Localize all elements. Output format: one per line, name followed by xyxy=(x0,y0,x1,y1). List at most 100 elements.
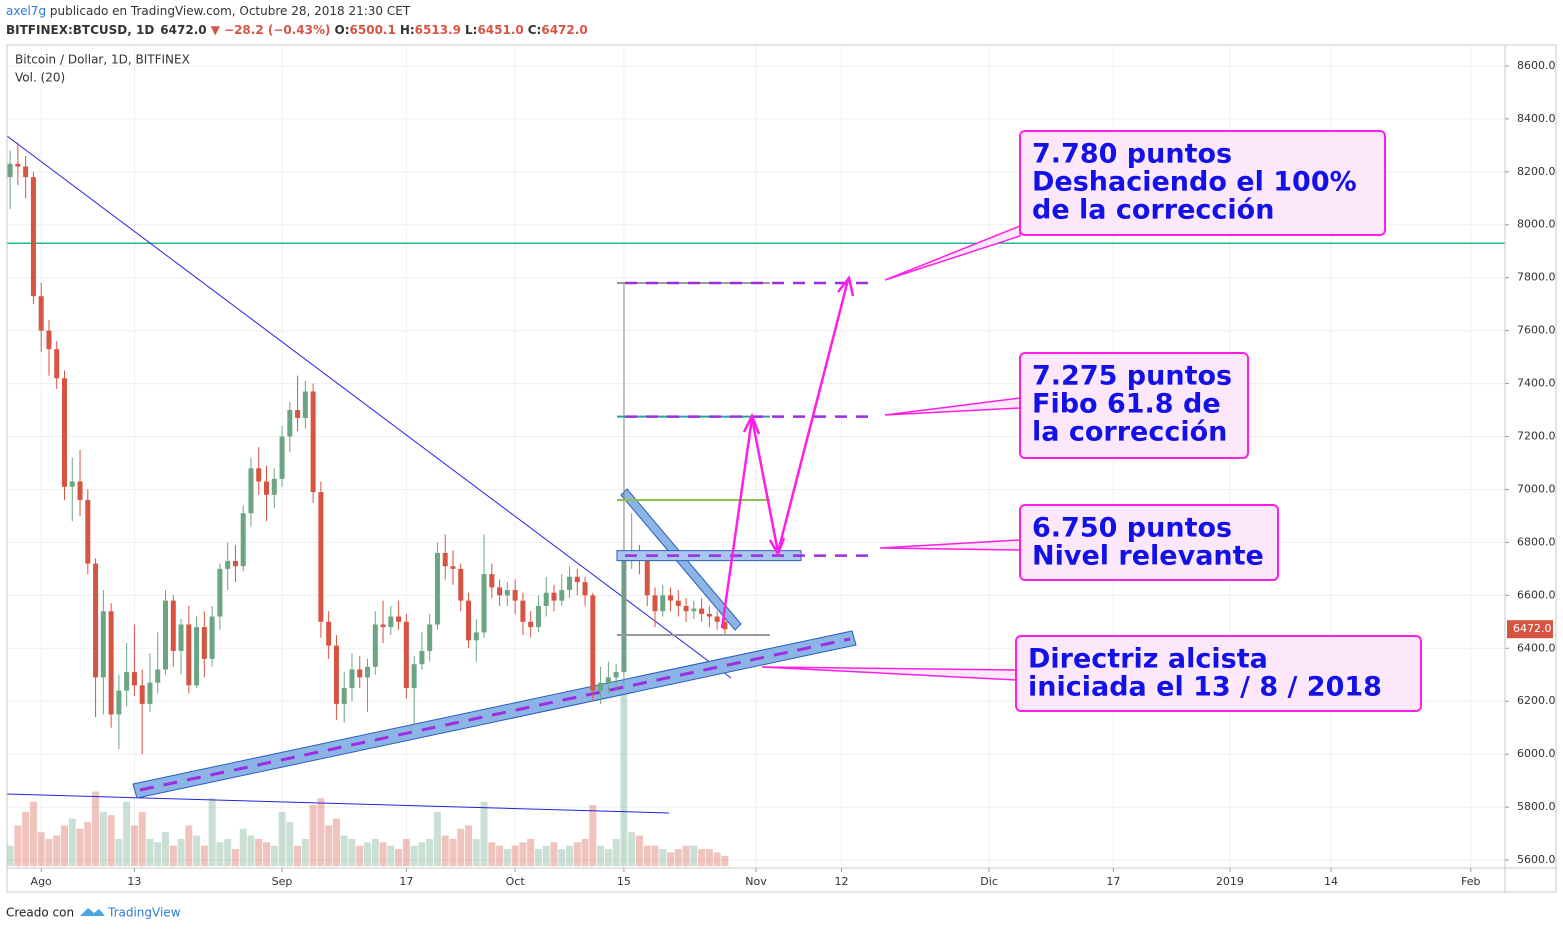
candle-body xyxy=(706,613,712,617)
x-tick-label: 2019 xyxy=(1216,875,1244,888)
callout-box xyxy=(1015,635,1422,712)
trendline xyxy=(6,135,732,679)
volume-bar xyxy=(550,842,558,866)
callout-box xyxy=(1019,504,1279,581)
x-tick-label: 17 xyxy=(399,875,413,888)
volume-bar xyxy=(239,828,247,866)
x-tick-label: Sep xyxy=(272,875,293,888)
volume-bar xyxy=(356,845,364,866)
volume-bar xyxy=(620,690,628,866)
tradingview-logo[interactable] xyxy=(80,908,105,916)
volume-bar xyxy=(224,838,232,866)
candle-body xyxy=(326,621,332,646)
volume-bar xyxy=(92,791,100,866)
footer-brand[interactable]: TradingView xyxy=(107,906,181,920)
arrow-head xyxy=(742,412,761,435)
candle-body xyxy=(15,163,21,167)
volume-bar xyxy=(534,849,542,866)
candle-body xyxy=(38,296,44,331)
candle-body xyxy=(380,624,386,628)
y-tick-label: 8400.0 xyxy=(1517,112,1556,125)
volume-bar xyxy=(503,849,511,866)
callout-text: Deshaciendo el 100% xyxy=(1032,167,1357,198)
author[interactable]: axel7g xyxy=(6,4,46,18)
volume-bar xyxy=(348,838,356,866)
last-price-box xyxy=(1507,620,1553,639)
volume-bar xyxy=(154,842,162,866)
callout-box xyxy=(1019,130,1386,236)
volume-bar xyxy=(527,838,535,866)
candle-body xyxy=(458,568,464,601)
ohlc-label: O: xyxy=(335,23,350,37)
callout-text: Directriz alcista xyxy=(1028,644,1268,675)
volume-bar xyxy=(612,838,620,866)
volume-bar xyxy=(519,842,527,866)
callout-text: de la corrección xyxy=(1032,195,1274,226)
candle-body xyxy=(574,576,580,583)
callout-box xyxy=(1019,352,1249,459)
candle-body xyxy=(427,624,433,651)
volume-bar xyxy=(418,842,426,866)
volume-bar xyxy=(29,801,37,866)
candle-body xyxy=(582,582,588,596)
volume-bar xyxy=(216,842,224,866)
ohlc-value: 6451.0 xyxy=(477,23,523,37)
volume-bar xyxy=(395,849,403,866)
volume-bar xyxy=(317,798,325,866)
change: ▼ −28.2 (−0.43%) xyxy=(211,23,331,37)
y-tick-label: 5800.0 xyxy=(1517,800,1556,813)
ohlc-label: H: xyxy=(400,23,415,37)
volume-bar xyxy=(721,855,729,866)
x-tick-label: Nov xyxy=(745,875,767,888)
volume-bar xyxy=(713,852,721,866)
volume-bar xyxy=(37,832,45,866)
volume-bar xyxy=(387,845,395,866)
volume-bar xyxy=(115,838,123,866)
candle-body xyxy=(23,166,29,178)
candle-body xyxy=(279,436,285,479)
candle-body xyxy=(124,672,130,691)
x-tick-label: Feb xyxy=(1461,875,1480,888)
candle-body xyxy=(186,624,192,686)
candle-body xyxy=(46,330,52,350)
volume-bar xyxy=(651,845,659,866)
symbol: BITFINEX:BTCUSD, 1D xyxy=(6,23,154,37)
candle-body xyxy=(388,616,394,628)
volume-bar xyxy=(255,838,263,866)
volume-bar xyxy=(193,835,201,866)
volume-bar xyxy=(340,835,348,866)
y-tick-label: 7800.0 xyxy=(1517,271,1556,284)
y-tick-label: 6600.0 xyxy=(1517,588,1556,601)
candle-body xyxy=(598,682,604,691)
volume-bar xyxy=(185,825,193,866)
volume-bar xyxy=(589,805,597,866)
ohlc-value: 6513.9 xyxy=(415,23,461,37)
volume-bar xyxy=(433,811,441,866)
x-tick-label: 12 xyxy=(834,875,848,888)
volume-bar xyxy=(465,825,473,866)
candle-body xyxy=(139,685,145,704)
volume-bar xyxy=(628,832,636,866)
candle-body xyxy=(194,627,200,686)
volume-bar xyxy=(472,838,480,866)
candle-body xyxy=(512,590,518,601)
candle-body xyxy=(481,574,487,633)
published: publicado en TradingView.com, Octubre 28… xyxy=(46,4,411,18)
volume-bar xyxy=(286,822,294,866)
candle-body xyxy=(333,645,339,704)
volume-bar xyxy=(682,845,690,866)
candle-body xyxy=(264,481,270,495)
y-tick-label: 7400.0 xyxy=(1517,377,1556,390)
y-tick-label: 7000.0 xyxy=(1517,482,1556,495)
volume-bar xyxy=(231,849,239,866)
candle-body xyxy=(108,611,114,715)
candle-body xyxy=(240,513,246,567)
volume-bar xyxy=(457,828,465,866)
volume-bar xyxy=(123,801,131,866)
volume-bar xyxy=(169,845,177,866)
ohlc-value: 6500.1 xyxy=(350,23,396,37)
volume-bar xyxy=(325,825,333,866)
footer-text: Creado con xyxy=(6,906,74,920)
volume-bar xyxy=(68,818,76,866)
volume-bar xyxy=(379,842,387,866)
